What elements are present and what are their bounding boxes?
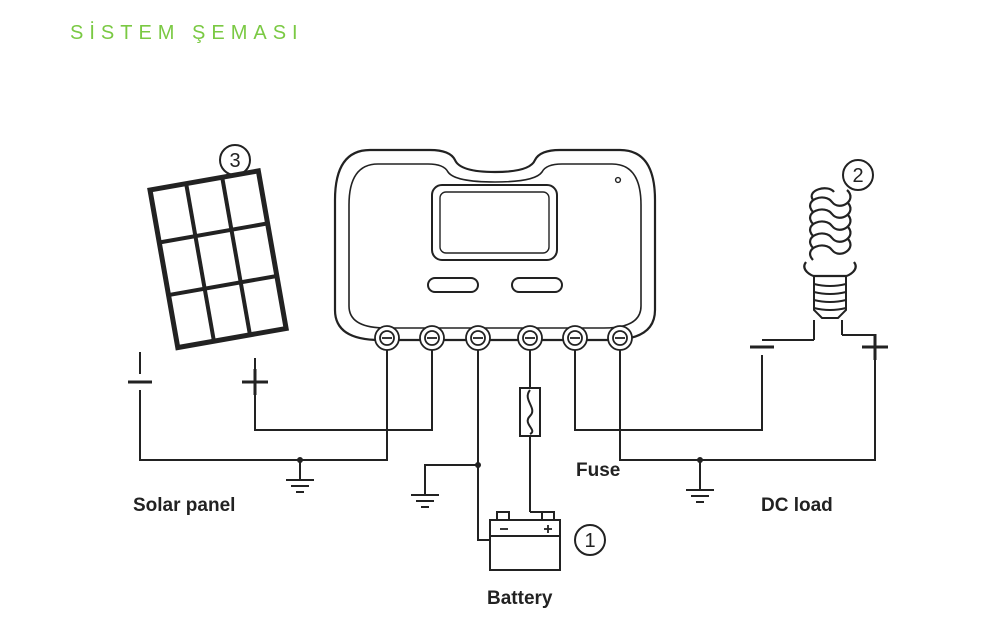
bulb-icon [804,188,855,318]
ground-symbols [286,480,714,507]
solar-panel-icon [150,171,286,348]
label-fuse: Fuse [576,460,620,482]
label-battery: Battery [487,588,552,610]
load-plus [862,334,888,360]
svg-text:1: 1 [584,530,595,552]
svg-text:3: 3 [229,150,240,172]
label-solar-panel: Solar panel [133,495,235,517]
svg-text:2: 2 [852,165,863,187]
controller-device [335,150,655,350]
battery-icon [490,512,560,570]
label-dc-load: DC load [761,495,833,517]
diagram-stage: 3 2 [0,60,1000,620]
fuse-icon [520,388,540,436]
page-title: SİSTEM ŞEMASI [70,22,304,45]
